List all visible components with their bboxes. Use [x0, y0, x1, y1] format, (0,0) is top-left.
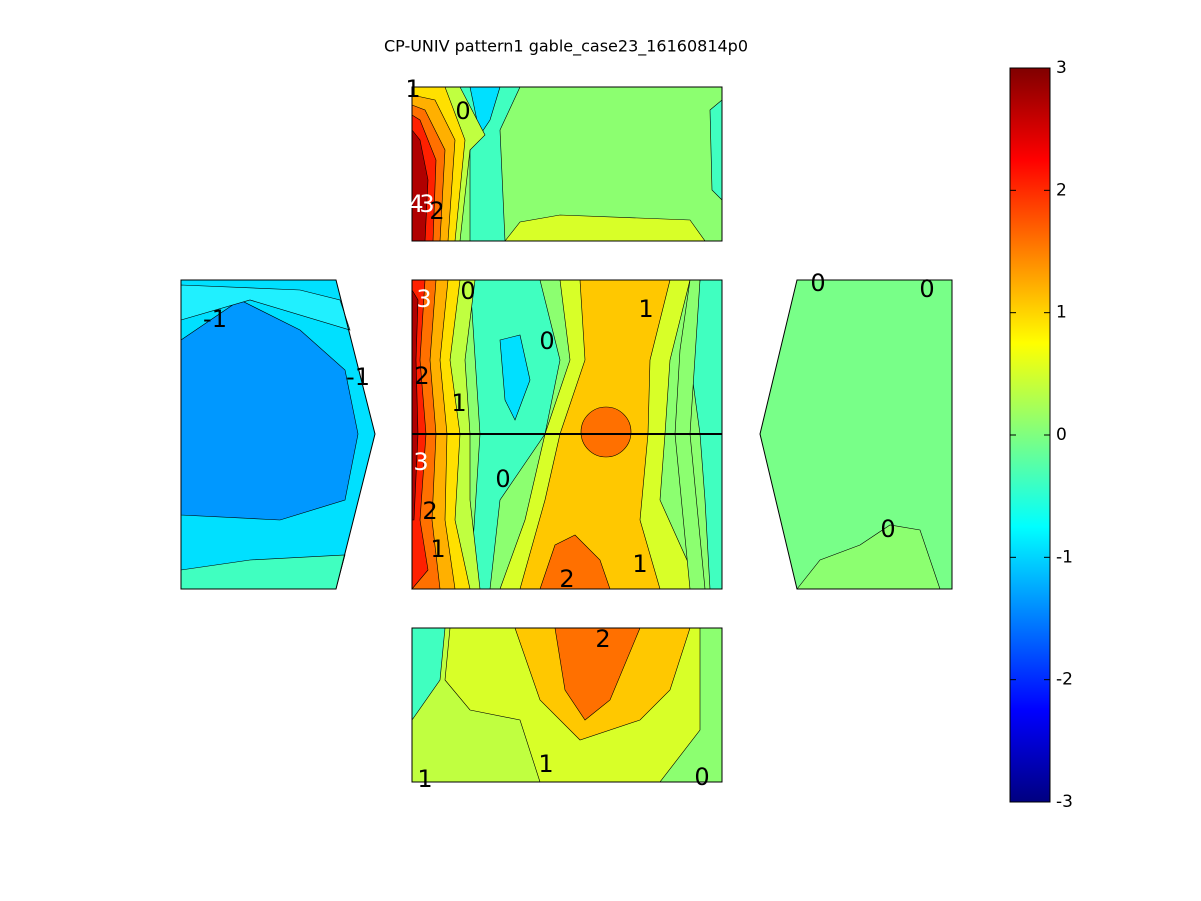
contour-label: 1: [632, 550, 647, 578]
panel-bottom: [411, 627, 723, 783]
contour-label: 3: [419, 190, 434, 218]
colorbar-tick-label: 3: [1056, 58, 1067, 78]
contour-label: 0: [460, 277, 475, 305]
contour-label: 0: [810, 269, 825, 297]
contour-label: 3: [416, 285, 431, 313]
contour-label: 0: [539, 327, 554, 355]
contour-label: 2: [429, 197, 444, 225]
contour-label: 1: [638, 295, 653, 323]
contour-label: 2: [559, 565, 574, 593]
colorbar-tick-label: 2: [1056, 180, 1067, 200]
colorbar-tick-label: -1: [1056, 547, 1073, 567]
panel-right: [759, 279, 953, 590]
contour-label: 1: [405, 75, 420, 103]
panel-top: [411, 86, 723, 242]
contour-label: 3: [413, 448, 428, 476]
contour-label: 1: [538, 750, 553, 778]
contour-label: -1: [346, 363, 370, 391]
colorbar: [1009, 67, 1051, 803]
contour-label: 0: [880, 515, 895, 543]
contour-label: 2: [414, 362, 429, 390]
contour-label: 0: [455, 97, 470, 125]
chart-title: CP-UNIV pattern1 gable_case23_16160814p0: [384, 37, 748, 57]
panel-left: [180, 279, 376, 590]
contour-label: 1: [430, 535, 445, 563]
contour-label: 1: [451, 389, 466, 417]
contour-label: 0: [694, 763, 709, 791]
colorbar-tick-label: -3: [1056, 792, 1073, 812]
panel-main: [411, 279, 723, 590]
contour-label: 4: [408, 190, 423, 218]
colorbar-tick-label: 0: [1056, 425, 1067, 445]
contour-label: -1: [203, 305, 227, 333]
contour-label: 0: [919, 275, 934, 303]
contour-label: 2: [422, 497, 437, 525]
contour-label: 1: [417, 765, 432, 793]
colorbar-tick-label: -2: [1056, 670, 1073, 690]
contour-label: 0: [495, 465, 510, 493]
colorbar-tick-label: 1: [1056, 303, 1067, 323]
contour-label: 2: [595, 625, 610, 653]
